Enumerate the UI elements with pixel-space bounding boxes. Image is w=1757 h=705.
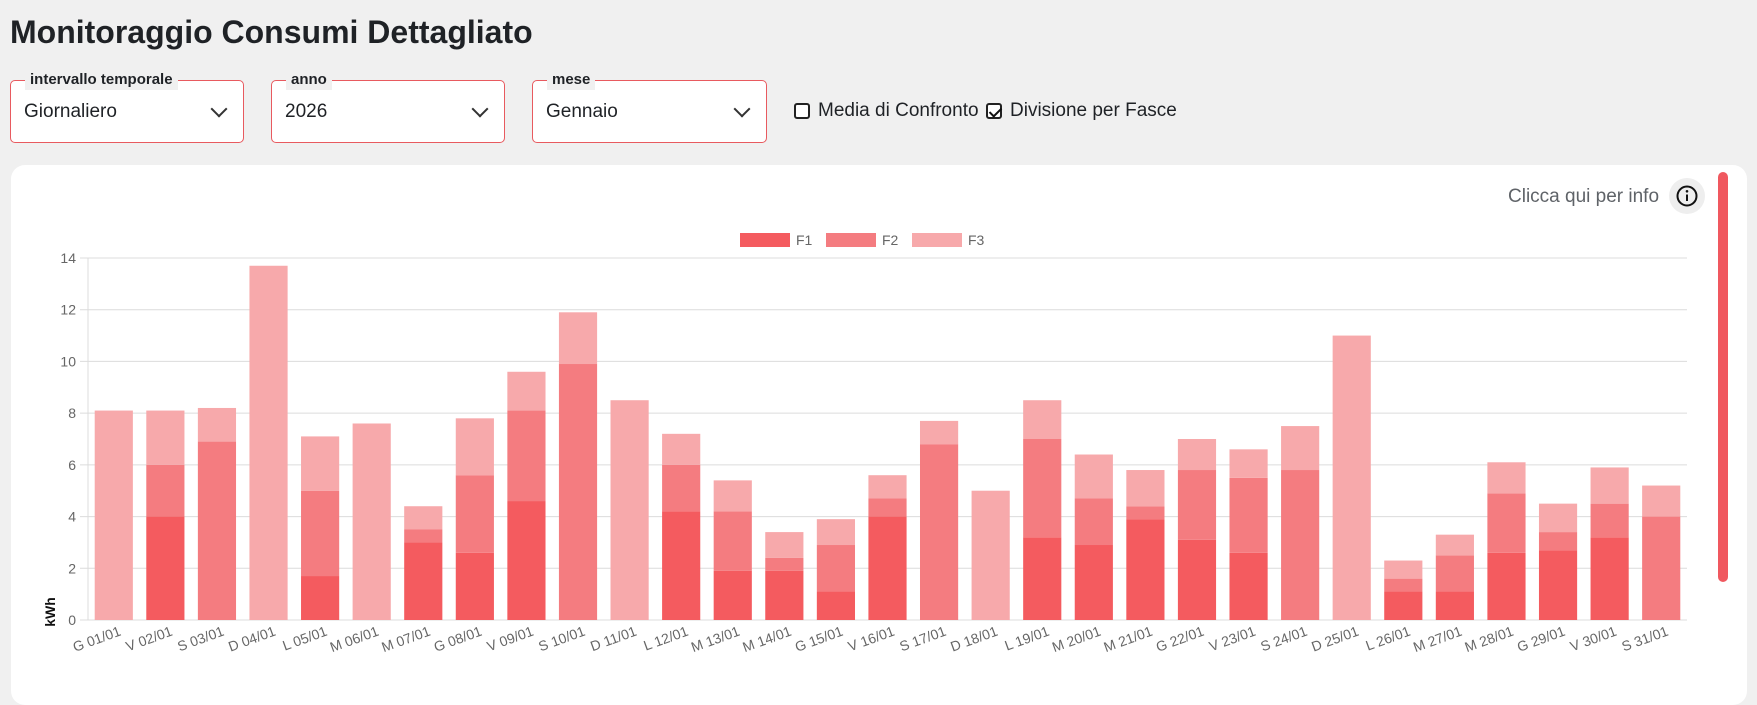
info-icon[interactable]	[1669, 178, 1705, 214]
month-select-value: Gennaio	[546, 101, 618, 122]
band-split-checkbox[interactable]	[986, 103, 1002, 119]
month-select[interactable]: mese Gennaio	[532, 70, 767, 143]
scrollbar-thumb[interactable]	[1718, 172, 1728, 582]
chevron-down-icon	[733, 100, 751, 118]
interval-select-label: intervallo temporale	[25, 70, 178, 90]
month-select-label: mese	[547, 70, 596, 90]
scrollbar[interactable]	[1718, 172, 1728, 692]
interval-select[interactable]: intervallo temporale Giornaliero	[10, 70, 244, 143]
year-select[interactable]: anno 2026	[271, 70, 505, 143]
compare-average-checkbox[interactable]	[794, 103, 810, 119]
compare-average-option[interactable]: Media di Confronto	[794, 100, 979, 122]
band-split-option[interactable]: Divisione per Fasce	[986, 100, 1177, 122]
chevron-down-icon	[210, 100, 228, 118]
year-select-value: 2026	[285, 101, 328, 122]
chart-card	[11, 165, 1747, 705]
page-title: Monitoraggio Consumi Dettagliato	[10, 14, 533, 50]
info-link[interactable]: Clicca qui per info	[1508, 186, 1660, 207]
year-select-label: anno	[286, 70, 332, 90]
chevron-down-icon	[471, 100, 489, 118]
interval-select-value: Giornaliero	[24, 101, 117, 122]
band-split-label: Divisione per Fasce	[1010, 100, 1177, 121]
compare-average-label: Media di Confronto	[818, 100, 979, 121]
